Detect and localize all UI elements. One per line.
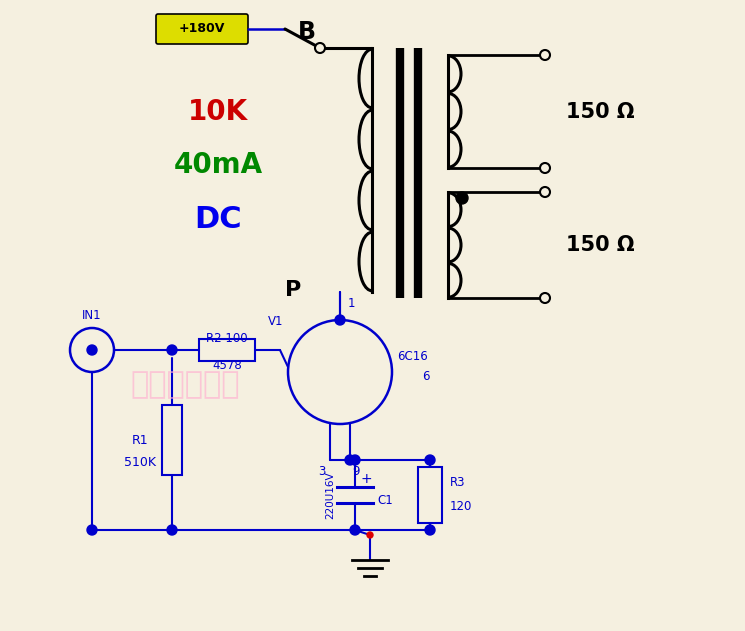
Circle shape	[87, 525, 97, 535]
Text: 510K: 510K	[124, 456, 156, 468]
Circle shape	[70, 328, 114, 372]
Circle shape	[315, 43, 325, 53]
Circle shape	[540, 293, 550, 303]
Circle shape	[350, 455, 360, 465]
Circle shape	[540, 187, 550, 197]
Text: DC: DC	[194, 206, 242, 235]
Text: 10K: 10K	[188, 98, 248, 126]
Text: R3: R3	[450, 476, 466, 490]
Text: 3: 3	[319, 465, 326, 478]
Text: R2 100: R2 100	[206, 332, 248, 345]
Circle shape	[288, 320, 392, 424]
Text: +180V: +180V	[179, 23, 225, 35]
Text: 40mA: 40mA	[174, 151, 262, 179]
Text: P: P	[285, 280, 301, 300]
Circle shape	[335, 315, 345, 325]
Text: V1: V1	[267, 315, 283, 328]
Text: R1: R1	[132, 433, 148, 447]
Circle shape	[350, 525, 360, 535]
Text: 120: 120	[450, 500, 472, 514]
Bar	[199, 339, 255, 361]
Bar	[418, 467, 442, 523]
Text: 4578: 4578	[212, 359, 242, 372]
Circle shape	[87, 345, 97, 355]
Text: 9: 9	[352, 465, 360, 478]
Circle shape	[540, 50, 550, 60]
Bar	[162, 405, 182, 475]
Circle shape	[367, 532, 373, 538]
Circle shape	[456, 192, 468, 204]
Circle shape	[167, 345, 177, 355]
Circle shape	[345, 455, 355, 465]
Text: C1: C1	[377, 493, 393, 507]
FancyBboxPatch shape	[156, 14, 248, 44]
Text: IN1: IN1	[82, 309, 102, 322]
Circle shape	[425, 525, 435, 535]
Text: 1: 1	[348, 297, 355, 310]
Circle shape	[540, 163, 550, 173]
Text: 150 Ω: 150 Ω	[565, 102, 634, 122]
Text: B: B	[298, 20, 316, 44]
Text: 漳州鸿歌音响: 漳州鸿歌音响	[130, 370, 240, 399]
Circle shape	[425, 455, 435, 465]
Text: 6C16: 6C16	[397, 350, 428, 363]
Text: 150 Ω: 150 Ω	[565, 235, 634, 255]
Circle shape	[167, 525, 177, 535]
Text: +: +	[360, 472, 372, 486]
Text: 220U16V: 220U16V	[325, 471, 335, 519]
Text: 6: 6	[422, 370, 430, 384]
